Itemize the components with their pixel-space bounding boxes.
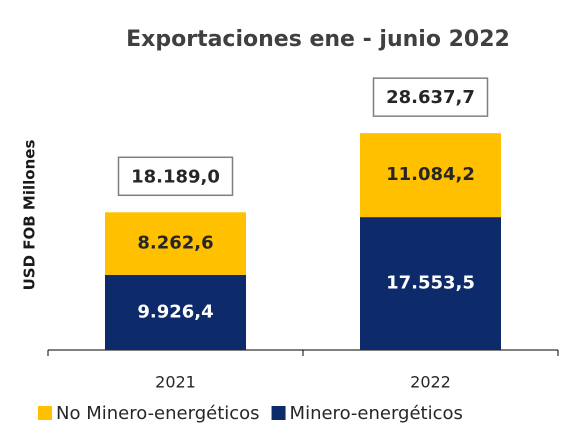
chart-title: Exportaciones ene - junio 2022	[126, 27, 510, 52]
total-box	[117, 156, 234, 197]
legend-swatch	[38, 406, 52, 420]
x-tick-label: 2021	[155, 373, 196, 392]
bar-segment	[104, 212, 247, 275]
bar-segment	[104, 274, 247, 350]
total-box	[372, 77, 489, 117]
bar-segment	[359, 217, 502, 350]
total-label: 18.189,0	[131, 166, 220, 187]
data-label: 9.926,4	[137, 301, 213, 322]
legend-label: No Minero-energéticos	[56, 403, 260, 424]
y-axis-label: USD FOB Millones	[21, 140, 39, 291]
data-label: 8.262,6	[137, 233, 213, 254]
data-label: 11.084,2	[386, 164, 475, 185]
legend-label: Minero-energéticos	[290, 403, 463, 424]
total-label: 28.637,7	[386, 87, 475, 108]
x-tick-label: 2022	[410, 373, 451, 392]
legend-swatch	[271, 406, 286, 420]
bar-segment	[359, 133, 502, 218]
data-label: 17.553,5	[386, 273, 475, 294]
